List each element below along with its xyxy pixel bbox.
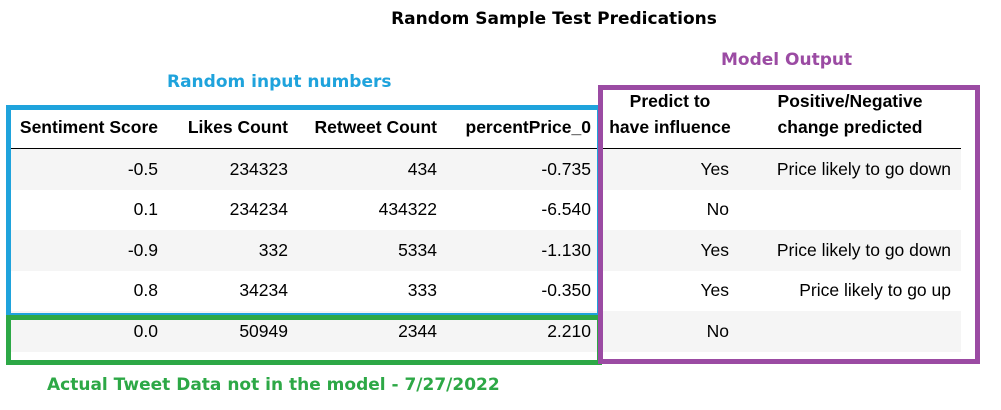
header-change-predicted-line2: change predicted bbox=[777, 117, 923, 137]
table-row: 0.8 34234 333 -0.350 Yes Price likely to… bbox=[7, 270, 961, 311]
actual-data-label: Actual Tweet Data not in the model - 7/2… bbox=[47, 375, 500, 395]
table-body: -0.5 234323 434 -0.735 Yes Price likely … bbox=[7, 148, 961, 352]
header-predict-influence: Predict to have influence bbox=[601, 88, 739, 149]
cell-influence: Yes bbox=[700, 158, 729, 179]
header-predict-influence-line2: have influence bbox=[609, 117, 731, 137]
cell-retweets: 5334 bbox=[398, 239, 437, 260]
table-row: -0.5 234323 434 -0.735 Yes Price likely … bbox=[7, 148, 961, 190]
header-predict-influence-line1: Predict to bbox=[629, 91, 711, 111]
header-sentiment-score: Sentiment Score bbox=[7, 88, 168, 149]
table-row: 0.0 50949 2344 2.210 No bbox=[7, 311, 961, 352]
table-header: Sentiment Score Likes Count Retweet Coun… bbox=[7, 88, 961, 149]
cell-percent: -6.540 bbox=[541, 199, 591, 220]
cell-percent: -0.735 bbox=[541, 158, 591, 179]
cell-percent: -0.350 bbox=[541, 280, 591, 301]
cell-likes: 34234 bbox=[239, 280, 288, 301]
header-change-predicted-line1: Positive/Negative bbox=[777, 91, 923, 111]
header-percent-price: percentPrice_0 bbox=[447, 88, 601, 149]
cell-retweets: 434322 bbox=[378, 199, 437, 220]
header-likes-count: Likes Count bbox=[168, 88, 298, 149]
cell-retweets: 434 bbox=[407, 158, 437, 179]
cell-influence: Yes bbox=[700, 239, 729, 260]
cell-likes: 234323 bbox=[229, 158, 288, 179]
cell-change: Price likely to go up bbox=[799, 280, 951, 301]
cell-change bbox=[739, 190, 961, 231]
table-row: 0.1 234234 434322 -6.540 No bbox=[7, 189, 961, 231]
cell-retweets: 333 bbox=[407, 280, 437, 301]
cell-change: Price likely to go down bbox=[776, 239, 951, 260]
cell-sentiment: 0.0 bbox=[133, 320, 158, 341]
cell-sentiment: -0.9 bbox=[127, 239, 158, 260]
cell-sentiment: -0.5 bbox=[127, 158, 158, 179]
cell-likes: 50949 bbox=[239, 320, 288, 341]
input-section-label: Random input numbers bbox=[167, 72, 392, 92]
model-output-label: Model Output bbox=[721, 50, 853, 70]
cell-influence: No bbox=[706, 199, 729, 220]
cell-influence: No bbox=[706, 320, 729, 341]
cell-change: Price likely to go down bbox=[776, 158, 951, 179]
table-row: -0.9 332 5334 -1.130 Yes Price likely to… bbox=[7, 230, 961, 271]
page-title: Random Sample Test Predications bbox=[391, 9, 717, 29]
cell-sentiment: 0.8 bbox=[133, 280, 158, 301]
cell-percent: 2.210 bbox=[547, 320, 591, 341]
predictions-table: Sentiment Score Likes Count Retweet Coun… bbox=[7, 88, 961, 352]
header-retweet-count: Retweet Count bbox=[298, 88, 447, 149]
cell-sentiment: 0.1 bbox=[133, 199, 158, 220]
cell-percent: -1.130 bbox=[541, 239, 591, 260]
cell-change bbox=[739, 311, 961, 352]
cell-influence: Yes bbox=[700, 280, 729, 301]
header-row: Sentiment Score Likes Count Retweet Coun… bbox=[7, 88, 961, 149]
cell-likes: 234234 bbox=[229, 199, 288, 220]
cell-likes: 332 bbox=[258, 239, 288, 260]
header-change-predicted: Positive/Negative change predicted bbox=[739, 88, 961, 149]
cell-retweets: 2344 bbox=[398, 320, 437, 341]
